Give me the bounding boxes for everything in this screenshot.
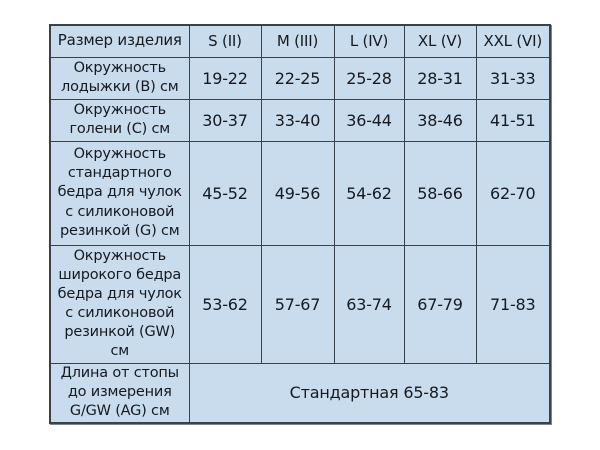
row-wide-thigh-value-xxl: 71-83 [475, 244, 551, 364]
row-calf: Окружность голени (C) см 30-37 33-40 36-… [49, 98, 551, 142]
header-size-xl: XL (V) [403, 24, 477, 58]
header-size-s: S (II) [188, 24, 262, 58]
row-wide-thigh-value-xl: 67-79 [403, 244, 477, 364]
row-ankle-value-xxl: 31-33 [475, 56, 551, 100]
header-label-cell: Размер изделия [49, 24, 190, 58]
row-calf-value-m: 33-40 [260, 98, 335, 142]
row-calf-value-xl: 38-46 [403, 98, 477, 142]
row-wide-thigh-value-s: 53-62 [188, 244, 262, 364]
header-size-l: L (IV) [333, 24, 405, 58]
row-standard-thigh-value-s: 45-52 [188, 140, 262, 246]
header-row: Размер изделия S (II) M (III) L (IV) XL … [49, 24, 551, 58]
row-standard-thigh-value-m: 49-56 [260, 140, 335, 246]
sizing-table: Размер изделия S (II) M (III) L (IV) XL … [49, 24, 551, 424]
row-standard-thigh-value-xxl: 62-70 [475, 140, 551, 246]
row-standard-thigh-label: Окружность стандартного бедра для чулок … [49, 140, 190, 246]
row-foot-length: Длина от стопы до измерения G/GW (AG) см… [49, 362, 551, 424]
row-calf-value-s: 30-37 [188, 98, 262, 142]
row-standard-thigh-value-xl: 58-66 [403, 140, 477, 246]
row-standard-thigh-value-l: 54-62 [333, 140, 405, 246]
row-wide-thigh-value-m: 57-67 [260, 244, 335, 364]
row-wide-thigh-value-l: 63-74 [333, 244, 405, 364]
row-foot-length-merged-value: Стандартная 65-83 [188, 362, 551, 424]
row-foot-length-label: Длина от стопы до измерения G/GW (AG) см [49, 362, 190, 424]
header-size-m: M (III) [260, 24, 335, 58]
row-ankle-value-m: 22-25 [260, 56, 335, 100]
row-ankle-value-s: 19-22 [188, 56, 262, 100]
row-ankle-label: Окружность лодыжки (B) см [49, 56, 190, 100]
row-calf-value-xxl: 41-51 [475, 98, 551, 142]
row-ankle-value-l: 25-28 [333, 56, 405, 100]
row-wide-thigh: Окружность широкого бедра бедра для чуло… [49, 244, 551, 364]
row-calf-value-l: 36-44 [333, 98, 405, 142]
row-ankle: Окружность лодыжки (B) см 19-22 22-25 25… [49, 56, 551, 100]
row-ankle-value-xl: 28-31 [403, 56, 477, 100]
row-wide-thigh-label: Окружность широкого бедра бедра для чуло… [49, 244, 190, 364]
row-standard-thigh: Окружность стандартного бедра для чулок … [49, 140, 551, 246]
header-size-xxl: XXL (VI) [475, 24, 551, 58]
row-calf-label: Окружность голени (C) см [49, 98, 190, 142]
